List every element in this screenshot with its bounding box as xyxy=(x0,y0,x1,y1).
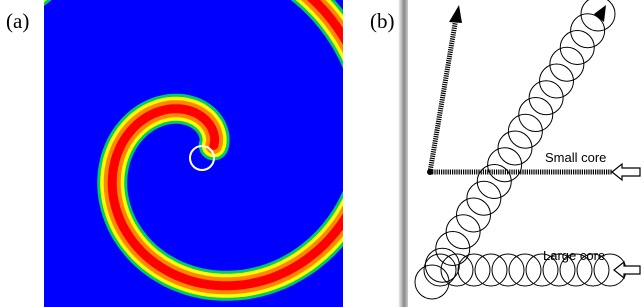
core-circle xyxy=(492,254,524,286)
annotation: Small core xyxy=(545,150,606,165)
hollow-arrow xyxy=(612,164,640,180)
core-circle xyxy=(424,254,456,286)
trajectory-line xyxy=(430,18,456,172)
core-circle xyxy=(441,254,473,286)
core-circle xyxy=(509,254,541,286)
panel-label: (a) xyxy=(6,9,29,33)
annotation: Large core xyxy=(543,248,605,263)
panel-label: (b) xyxy=(370,9,395,33)
start-point xyxy=(427,169,433,175)
edge-bar xyxy=(398,0,408,307)
core-circle xyxy=(458,254,490,286)
figure: (a) (b) Small core Large core xyxy=(0,0,644,307)
arrow-head xyxy=(449,5,462,23)
hollow-arrow xyxy=(614,262,640,278)
core-circle xyxy=(475,254,507,286)
